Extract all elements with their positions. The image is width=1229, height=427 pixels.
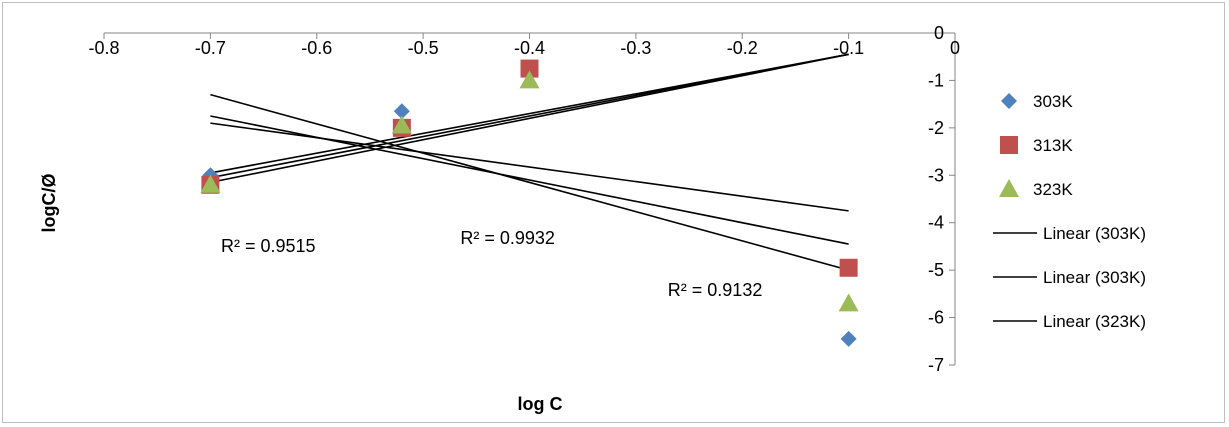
data-point-323K	[519, 70, 540, 89]
legend-marker	[1000, 136, 1018, 154]
r-squared-label: R² = 0.9515	[221, 236, 316, 256]
legend-label: Linear (323K)	[1043, 312, 1146, 331]
r-squared-label: R² = 0.9132	[668, 280, 763, 300]
y-tick-label: 0	[934, 23, 944, 43]
legend-label: Linear (303K)	[1043, 224, 1146, 243]
legend-label: 313K	[1033, 136, 1073, 155]
trendlines	[210, 53, 849, 271]
legend-label: Linear (303K)	[1043, 268, 1146, 287]
x-tick-label: -0.2	[727, 38, 758, 58]
legend-marker	[999, 179, 1019, 197]
trendline	[210, 122, 849, 212]
legend-marker	[1001, 93, 1017, 109]
data-markers	[200, 59, 859, 347]
x-axis-title: log C	[518, 394, 563, 414]
data-point-303K	[840, 330, 857, 347]
x-tick-label: -0.8	[88, 38, 119, 58]
legend-label: 303K	[1033, 92, 1073, 111]
data-point-313K	[520, 59, 539, 78]
x-tick-label: -0.1	[833, 38, 864, 58]
data-point-323K	[838, 293, 859, 312]
y-tick-label: -4	[928, 213, 944, 233]
x-tick-label: 0	[950, 38, 960, 58]
data-point-313K	[839, 258, 858, 277]
x-tick-label: -0.7	[195, 38, 226, 58]
trendline	[210, 93, 849, 271]
axes: -0.8 -0.7 -0.6 -0.5 -0.4 -0.3 -0.2 -0.1 00 -1 -2 -3…	[88, 23, 960, 375]
trendline	[210, 53, 849, 184]
x-tick-label: -0.6	[301, 38, 332, 58]
x-tick-label: -0.5	[408, 38, 439, 58]
trendline	[210, 115, 849, 245]
chart-svg: -0.8 -0.7 -0.6 -0.5 -0.4 -0.3 -0.2 -0.1 00 -1 -2 -3…	[39, 23, 1146, 414]
x-tick-label: -0.4	[514, 38, 545, 58]
r-squared-label: R² = 0.9932	[460, 228, 555, 248]
y-tick-label: -1	[928, 70, 944, 90]
legend: 303K 313K 323K Linear (303K) Linear (303K) Li…	[993, 92, 1146, 331]
legend-label: 323K	[1033, 180, 1073, 199]
data-point-303K	[393, 103, 410, 120]
y-tick-label: -7	[928, 355, 944, 375]
annotations: R² = 0.9515 R² = 0.9932 R² = 0.9132	[221, 228, 762, 300]
y-tick-label: -3	[928, 165, 944, 185]
y-tick-label: -2	[928, 118, 944, 138]
data-point-323K	[391, 115, 412, 134]
y-tick-label: -5	[928, 260, 944, 280]
y-tick-label: -6	[928, 308, 944, 328]
x-tick-label: -0.3	[620, 38, 651, 58]
y-axis-title: logC/Ø	[39, 174, 59, 233]
data-point-323K	[200, 174, 221, 193]
